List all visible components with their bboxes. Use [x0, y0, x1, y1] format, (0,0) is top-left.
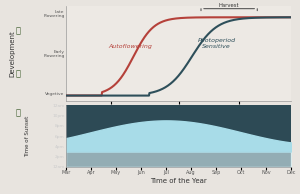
Y-axis label: Time of Sunset: Time of Sunset: [25, 115, 30, 157]
Text: Photoperiod
Sensitive: Photoperiod Sensitive: [198, 38, 236, 49]
Text: Autoflowering: Autoflowering: [108, 44, 152, 49]
Text: 🌿: 🌿: [16, 108, 20, 117]
X-axis label: Time of the Year: Time of the Year: [150, 178, 207, 184]
Text: 🌿: 🌿: [16, 27, 20, 36]
Text: 🌿: 🌿: [16, 69, 20, 78]
Y-axis label: Development: Development: [10, 30, 16, 77]
Text: Harvest: Harvest: [219, 3, 239, 8]
